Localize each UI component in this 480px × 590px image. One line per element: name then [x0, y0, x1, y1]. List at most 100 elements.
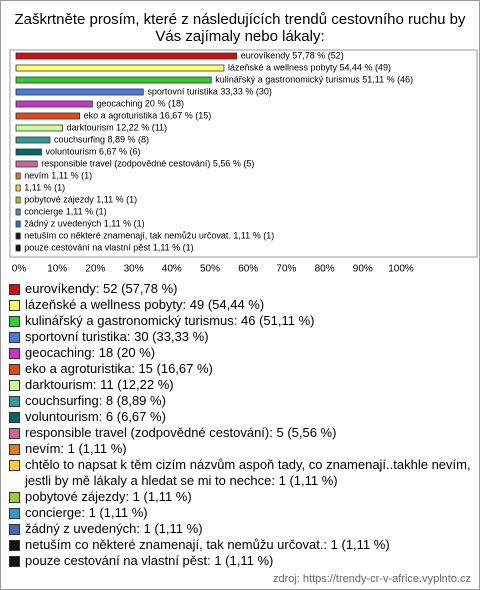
- source: zdroj: https://trendy-cr-v-africe.vyplnt…: [272, 573, 471, 585]
- x-tick-label: 10%: [47, 264, 67, 275]
- x-tick-label: 70%: [276, 264, 296, 275]
- legend-item: couchsurfing: 8 (8,89 %): [7, 393, 473, 409]
- bar: [15, 88, 144, 96]
- legend-label: responsible travel (zodpovědné cestování…: [25, 425, 337, 440]
- legend-swatch: [9, 524, 20, 535]
- legend-label: pouze cestování na vlastní pěst: 1 (1,11…: [25, 553, 274, 568]
- legend-item: lázeňské a wellness pobyty: 49 (54,44 %): [7, 297, 473, 313]
- legend-label: lázeňské a wellness pobyty: 49 (54,44 %): [25, 297, 265, 312]
- bar: [15, 220, 21, 228]
- x-tick-label: 0%: [12, 264, 27, 275]
- legend-item: voluntourism: 6 (6,67 %): [7, 409, 473, 425]
- x-tick-label: 30%: [124, 264, 144, 275]
- legend-swatch: [9, 348, 20, 359]
- bar: [15, 184, 21, 192]
- legend-item: geocaching: 18 (20 %): [7, 345, 473, 361]
- legend-label: nevím: 1 (1,11 %): [25, 441, 127, 456]
- legend-swatch: [9, 300, 20, 311]
- chart-title: Zaškrtněte prosím, které z následujících…: [14, 11, 466, 45]
- legend: eurovíkendy: 52 (57,78 %) lázeňské a well…: [7, 281, 473, 569]
- legend-item: kulinářský a gastronomický turismus: 46 …: [7, 313, 473, 329]
- legend-swatch: [9, 284, 20, 295]
- bar: [15, 76, 212, 84]
- legend-swatch: [9, 428, 20, 439]
- x-tick-label: 80%: [315, 264, 335, 275]
- legend-swatch: [9, 540, 20, 551]
- bar-label: darktourism 12,22 % (11): [67, 122, 167, 132]
- bar: [15, 52, 238, 60]
- bar: [15, 112, 81, 120]
- legend-swatch: [9, 444, 20, 455]
- legend-label: couchsurfing: 8 (8,89 %): [25, 393, 166, 408]
- bar-label: geocaching 20 % (18): [96, 98, 184, 108]
- plot-frame: [9, 49, 478, 258]
- bar-label: responsible travel (zodpovědné cestování…: [41, 158, 254, 168]
- bar: [15, 232, 21, 240]
- legend-swatch: [9, 396, 20, 407]
- legend-label: darktourism: 11 (12,22 %): [25, 377, 174, 392]
- legend-label: concierge: 1 (1,11 %): [25, 505, 148, 520]
- legend-item: concierge: 1 (1,11 %): [7, 505, 473, 521]
- legend-item: nevím: 1 (1,11 %): [7, 441, 473, 457]
- bar-label: couchsurfing 8,89 % (8): [54, 134, 149, 144]
- legend-label: geocaching: 18 (20 %): [25, 345, 156, 360]
- bar: [15, 244, 21, 252]
- legend-item: chtělo to napsat k těm cizím názvům aspo…: [7, 457, 473, 489]
- bar-label: pouze cestování na vlastní pěst 1,11 % (…: [24, 242, 193, 252]
- bar: [15, 196, 21, 204]
- legend-item: pobytové zájezdy: 1 (1,11 %): [7, 489, 473, 505]
- bar: [15, 100, 93, 108]
- bar: [15, 124, 64, 132]
- legend-item: netuším co některé znamenají, tak nemůžu…: [7, 537, 473, 553]
- legend-label: netuším co některé znamenají, tak nemůžu…: [25, 537, 390, 552]
- legend-label: chtělo to napsat k těm cizím názvům aspo…: [25, 457, 471, 488]
- legend-swatch: [9, 508, 20, 519]
- legend-item: pouze cestování na vlastní pěst: 1 (1,11…: [7, 553, 473, 569]
- legend-label: eurovíkendy: 52 (57,78 %): [25, 281, 178, 296]
- legend-label: pobytové zájezdy: 1 (1,11 %): [25, 489, 192, 504]
- legend-label: žádný z uvedených: 1 (1,11 %): [25, 521, 203, 536]
- x-tick-label: 90%: [353, 264, 373, 275]
- bar-label: concierge 1,11 % (1): [24, 206, 106, 216]
- x-tick-label: 100%: [388, 264, 414, 275]
- legend-swatch: [9, 364, 20, 375]
- legend-swatch: [9, 492, 20, 503]
- bar-label: 1,11 % (1): [24, 182, 65, 192]
- bar-label: netuším co některé znamenají, tak nemůžu…: [24, 230, 274, 240]
- legend-item: darktourism: 11 (12,22 %): [7, 377, 473, 393]
- bar-label: žádný z uvedených 1,11 % (1): [24, 218, 144, 228]
- legend-label: eko a agroturistika: 15 (16,67 %): [25, 361, 213, 376]
- legend-label: sportovní turistika: 30 (33,33 %): [25, 329, 209, 344]
- bar-label: nevím 1,11 % (1): [24, 170, 92, 180]
- bar: [15, 136, 51, 144]
- legend-swatch: [9, 316, 20, 327]
- legend-swatch: [9, 460, 20, 471]
- x-tick-label: 60%: [238, 264, 258, 275]
- bar-label: kulinářský a gastronomický turismus 51,1…: [215, 74, 413, 84]
- bar: [15, 208, 21, 216]
- bar-label: eko a agroturistika 16,67 % (15): [84, 110, 212, 120]
- legend-label: voluntourism: 6 (6,67 %): [25, 409, 166, 424]
- legend-swatch: [9, 380, 20, 391]
- x-tick-label: 50%: [200, 264, 220, 275]
- x-tick-label: 20%: [85, 264, 105, 275]
- legend-item: sportovní turistika: 30 (33,33 %): [7, 329, 473, 345]
- bar: [15, 172, 21, 180]
- bar: [15, 64, 225, 72]
- bar-label: sportovní turistika 33,33 % (30): [147, 86, 272, 96]
- legend-item: responsible travel (zodpovědné cestování…: [7, 425, 473, 441]
- bar: [15, 148, 42, 156]
- x-tick-label: 40%: [162, 264, 182, 275]
- chart: 0% 10% 20% 30% 40% 50% 60% 70% 80% 90% 100% eurovík…: [9, 49, 478, 275]
- bar: [15, 160, 38, 168]
- legend-swatch: [9, 412, 20, 423]
- bar-label: lázeňské a wellness pobyty 54,44 % (49): [228, 62, 391, 72]
- legend-label: kulinářský a gastronomický turismus: 46 …: [25, 313, 315, 328]
- bar-label: pobytové zájezdy 1,11 % (1): [24, 194, 137, 204]
- legend-item: žádný z uvedených: 1 (1,11 %): [7, 521, 473, 537]
- legend-swatch: [9, 556, 20, 567]
- bar-label: voluntourism 6,67 % (6): [45, 146, 140, 156]
- legend-item: eko a agroturistika: 15 (16,67 %): [7, 361, 473, 377]
- legend-swatch: [9, 332, 20, 343]
